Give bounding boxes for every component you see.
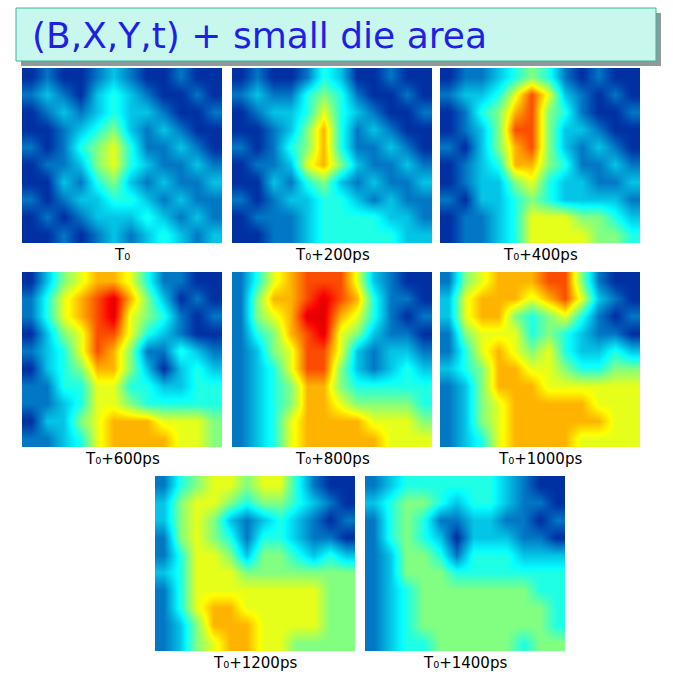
svg-text:T₀+1000ps: T₀+1000ps xyxy=(498,450,582,468)
svg-text:T₀+1200ps: T₀+1200ps xyxy=(213,654,297,672)
svg-text:T₀+600ps: T₀+600ps xyxy=(85,450,160,468)
svg-text:T₀+200ps: T₀+200ps xyxy=(295,246,370,264)
svg-text:T₀: T₀ xyxy=(114,246,130,264)
svg-text:T₀+1400ps: T₀+1400ps xyxy=(423,654,507,672)
svg-text:T₀+400ps: T₀+400ps xyxy=(503,246,578,264)
svg-text:T₀+800ps: T₀+800ps xyxy=(295,450,370,468)
svg-text:(B,X,Y,t) + small die area: (B,X,Y,t) + small die area xyxy=(32,15,487,56)
